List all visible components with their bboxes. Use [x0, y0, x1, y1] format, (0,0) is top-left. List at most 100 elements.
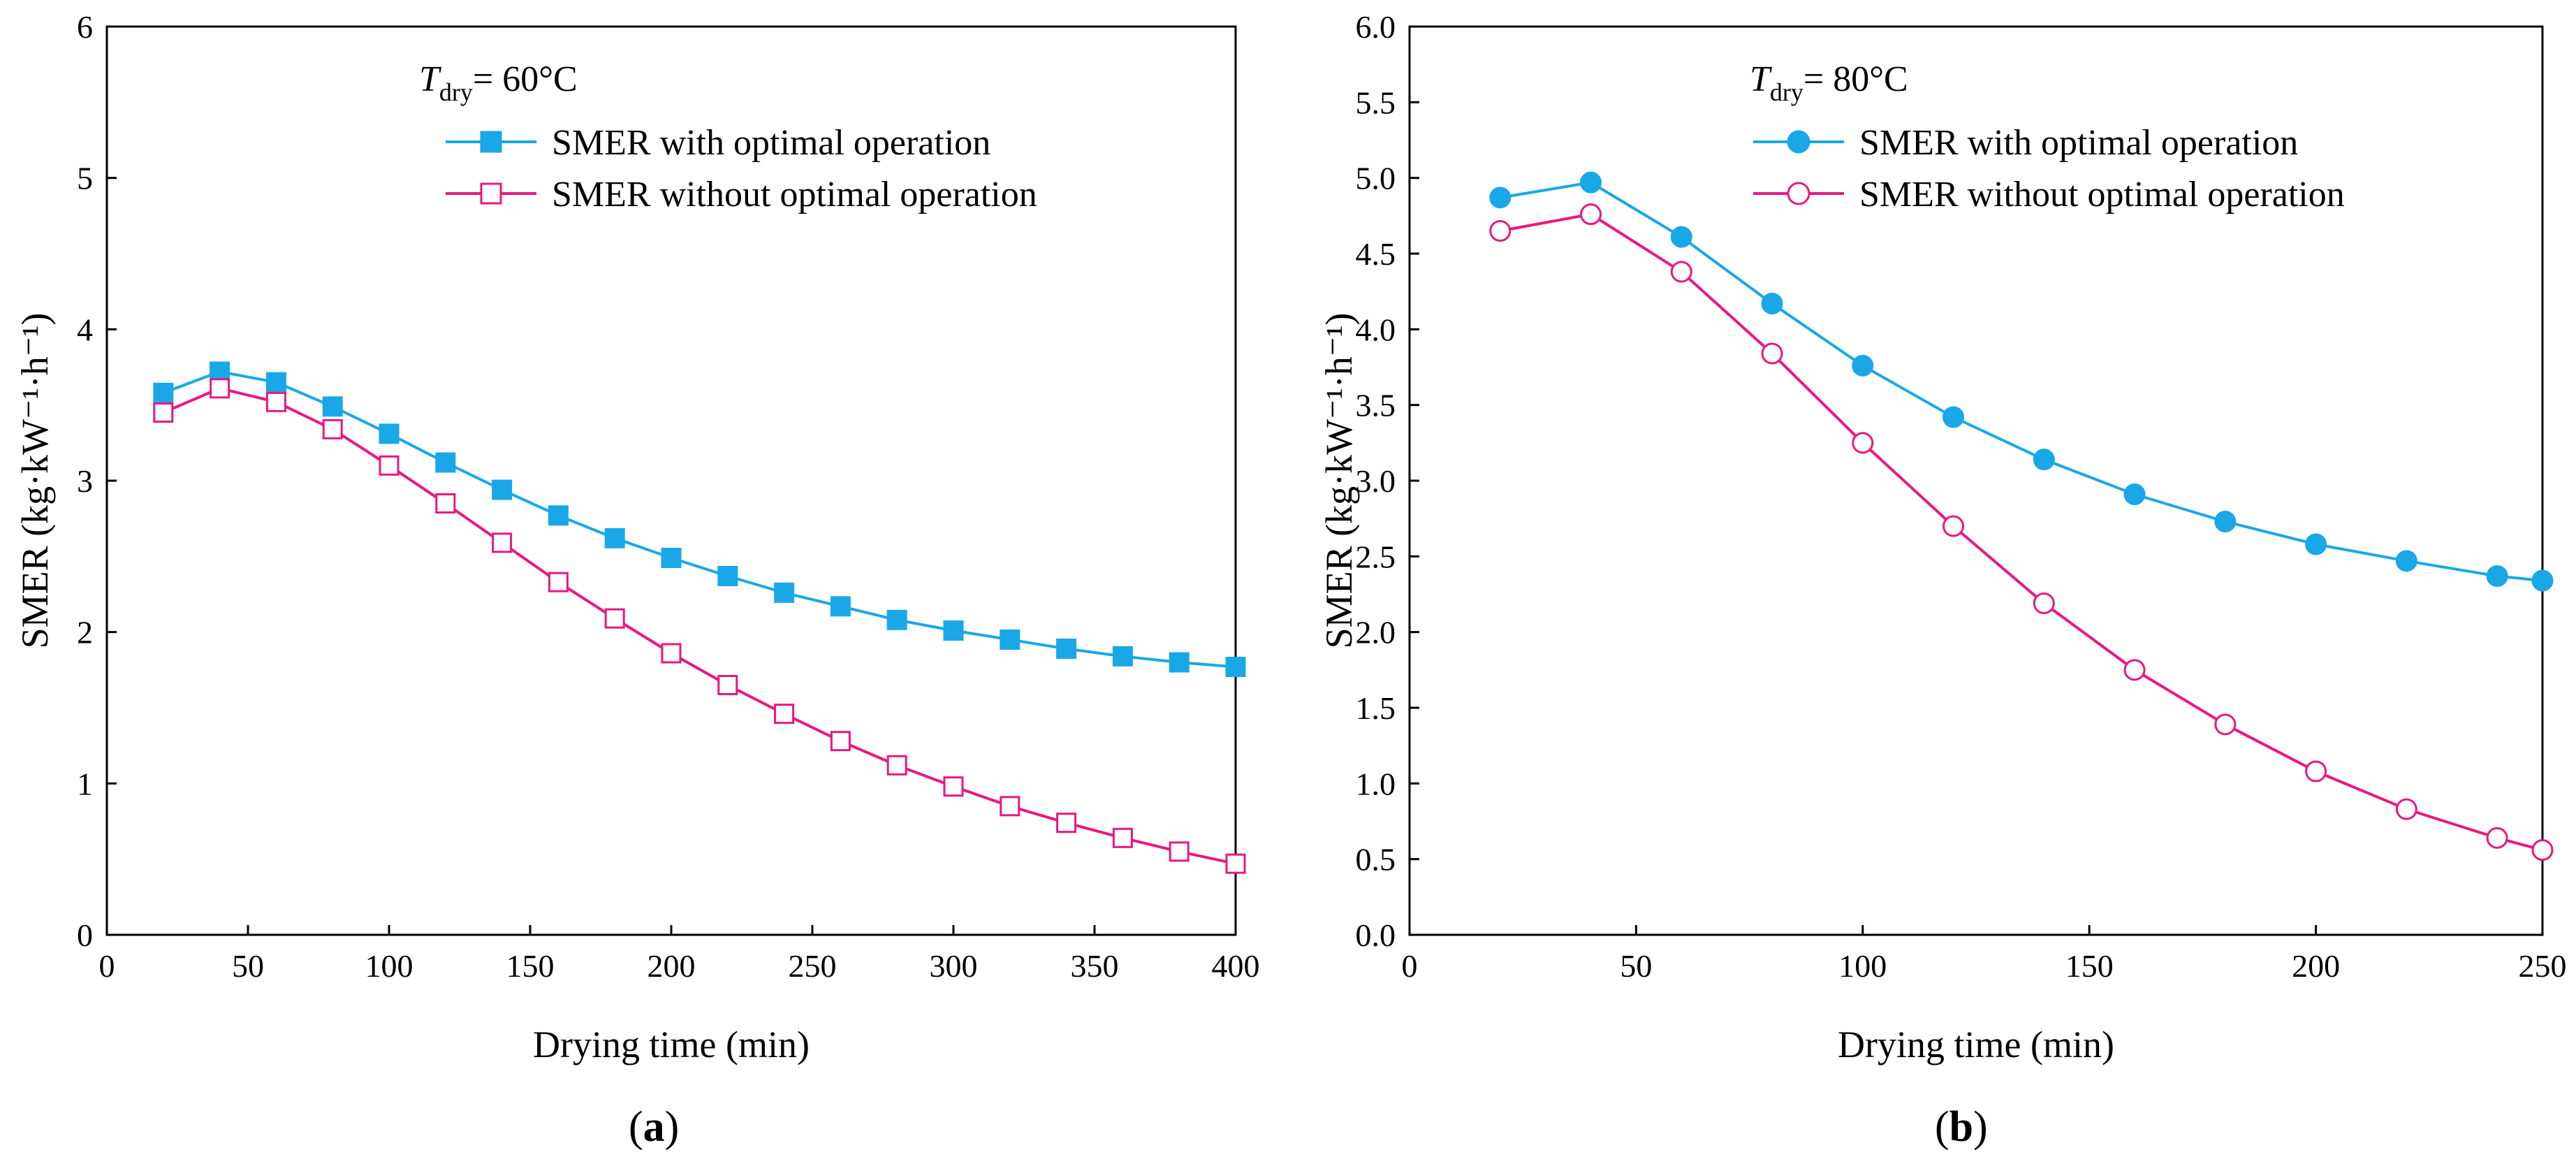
chart-panel-a: 0 50 100 150 200 250 300 350 400 0 1 2 3 4 5 6 Tdry= 6… [14, 9, 1260, 1151]
y-axis-title-a: SMER (kg·kW⁻¹·h⁻¹) [14, 313, 56, 649]
y-tick-label-b-12: 6.0 [1356, 9, 1396, 45]
x-tick-label-b-5: 250 [2519, 948, 2567, 984]
data-point-a-1-10 [717, 675, 738, 695]
series-group-b [1489, 171, 2554, 861]
legend-marker-b-0 [1787, 130, 1810, 154]
condition-symbol-a: T [419, 59, 441, 99]
condition-label-a: Tdry= 60°C [419, 59, 578, 106]
data-point-a-1-6 [492, 532, 513, 553]
condition-symbol-b: T [1750, 59, 1772, 99]
data-point-a-0-6 [492, 479, 513, 500]
legend-entry-a-0: SMER with optimal operation [446, 123, 990, 163]
x-tick-label-a-1: 50 [232, 948, 264, 984]
condition-subscript-a: dry [439, 78, 473, 106]
data-point-b-1-7 [2123, 659, 2146, 681]
data-point-a-0-3 [322, 396, 343, 417]
data-point-a-1-13 [886, 755, 907, 776]
data-point-a-0-1 [210, 361, 230, 382]
svg-text:Tdry= 60°C: Tdry= 60°C [419, 59, 578, 106]
svg-text:Tdry= 80°C: Tdry= 80°C [1750, 59, 1908, 106]
data-point-b-1-5 [1942, 515, 1965, 537]
data-point-b-0-0 [1489, 187, 1512, 209]
data-point-b-1-9 [2305, 760, 2327, 783]
data-point-a-1-8 [604, 608, 625, 629]
data-point-b-1-8 [2214, 713, 2237, 736]
data-point-a-1-18 [1169, 841, 1190, 862]
panel-letter-b: b [1949, 1103, 1973, 1151]
y-ticks-a: 0 1 2 3 4 5 6 [77, 9, 117, 953]
x-tick-label-b-2: 100 [1838, 948, 1887, 984]
data-point-b-1-3 [1761, 342, 1783, 365]
series-group-a [153, 361, 1246, 874]
condition-subscript-b: dry [1770, 78, 1803, 106]
legend-label-a-1: SMER without optimal operation [552, 175, 1037, 214]
x-tick-label-a-8: 400 [1212, 948, 1260, 984]
data-point-a-0-17 [1112, 646, 1133, 667]
plot-frame-b [1408, 25, 2544, 936]
data-point-b-0-7 [2123, 483, 2146, 505]
legend-marker-b-1 [1787, 182, 1810, 205]
series-line-b-1 [1500, 212, 2543, 852]
data-point-a-1-7 [548, 572, 569, 592]
data-point-a-1-14 [943, 776, 964, 797]
plot-frame-a [105, 25, 1237, 936]
legend-entry-b-1: SMER without optimal operation [1753, 175, 2345, 214]
data-point-a-0-13 [886, 609, 907, 630]
data-point-a-1-19 [1225, 853, 1246, 874]
x-tick-label-a-7: 350 [1071, 948, 1119, 984]
data-point-b-1-2 [1670, 261, 1692, 283]
data-point-b-1-10 [2395, 798, 2417, 820]
y-tick-label-b-11: 5.5 [1356, 85, 1396, 120]
legend-a: SMER with optimal operation SMER without… [446, 123, 1037, 214]
y-tick-label-b-7: 3.5 [1356, 388, 1396, 423]
y-tick-label-a-3: 3 [77, 463, 93, 499]
y-tick-label-a-5: 5 [77, 161, 93, 196]
data-point-a-1-2 [265, 391, 286, 412]
x-tick-label-a-0: 0 [99, 948, 115, 984]
data-point-b-1-1 [1580, 203, 1602, 226]
data-point-b-0-5 [1942, 406, 1965, 428]
y-tick-label-b-3: 1.5 [1356, 690, 1396, 726]
data-point-a-0-2 [265, 372, 286, 393]
data-point-a-1-5 [435, 493, 456, 514]
data-point-b-1-0 [1489, 220, 1512, 242]
data-point-b-1-6 [2033, 592, 2055, 614]
legend-marker-a-0 [480, 131, 502, 153]
data-point-a-0-5 [435, 452, 456, 473]
legend-label-a-0: SMER with optimal operation [552, 123, 990, 163]
chart-panel-b: 0 50 100 150 200 250 0.0 0.5 1.0 1.5 2.0 2.5 3.0 3.5… [1318, 9, 2567, 1151]
panel-letter-a: a [643, 1103, 665, 1151]
data-point-b-1-12 [2531, 839, 2554, 861]
data-point-b-0-8 [2214, 511, 2237, 532]
y-tick-label-b-2: 1.0 [1356, 766, 1396, 801]
y-tick-label-a-1: 1 [77, 766, 93, 801]
legend-entry-b-0: SMER with optimal operation [1753, 123, 2298, 163]
condition-label-b: Tdry= 80°C [1750, 59, 1908, 106]
y-tick-label-b-9: 4.5 [1356, 236, 1396, 272]
legend-b: SMER with optimal operation SMER without… [1753, 123, 2345, 214]
x-tick-label-a-3: 150 [506, 948, 555, 984]
data-point-b-0-2 [1670, 226, 1692, 248]
data-point-b-1-11 [2486, 827, 2508, 849]
x-ticks-a: 0 50 100 150 200 250 300 350 400 [99, 925, 1260, 984]
x-axis-title-a: Drying time (min) [533, 1024, 810, 1065]
y-tick-label-b-4: 2.0 [1356, 615, 1396, 650]
y-tick-label-b-5: 2.5 [1356, 539, 1396, 574]
x-tick-label-b-3: 150 [2065, 948, 2114, 984]
y-axis-title-b: SMER (kg·kW⁻¹·h⁻¹) [1318, 313, 1360, 649]
data-point-a-0-12 [830, 596, 851, 617]
y-ticks-b: 0.0 0.5 1.0 1.5 2.0 2.5 3.0 3.5 4.0 4.5 5.0 5.5 6.0 [1356, 9, 1419, 953]
data-point-b-0-10 [2395, 550, 2417, 572]
data-point-b-0-12 [2531, 569, 2554, 592]
data-point-b-0-1 [1580, 171, 1602, 194]
y-tick-label-b-8: 4.0 [1356, 312, 1396, 347]
data-point-a-1-11 [774, 704, 795, 725]
condition-suffix-b: = 80°C [1803, 59, 1908, 99]
data-point-a-0-16 [1056, 639, 1077, 659]
panel-label-b: (b) [1935, 1103, 1988, 1151]
condition-suffix-a: = 60°C [473, 59, 578, 99]
data-point-a-1-0 [153, 402, 174, 423]
y-tick-label-a-2: 2 [77, 615, 93, 650]
y-tick-label-b-6: 3.0 [1356, 463, 1396, 499]
